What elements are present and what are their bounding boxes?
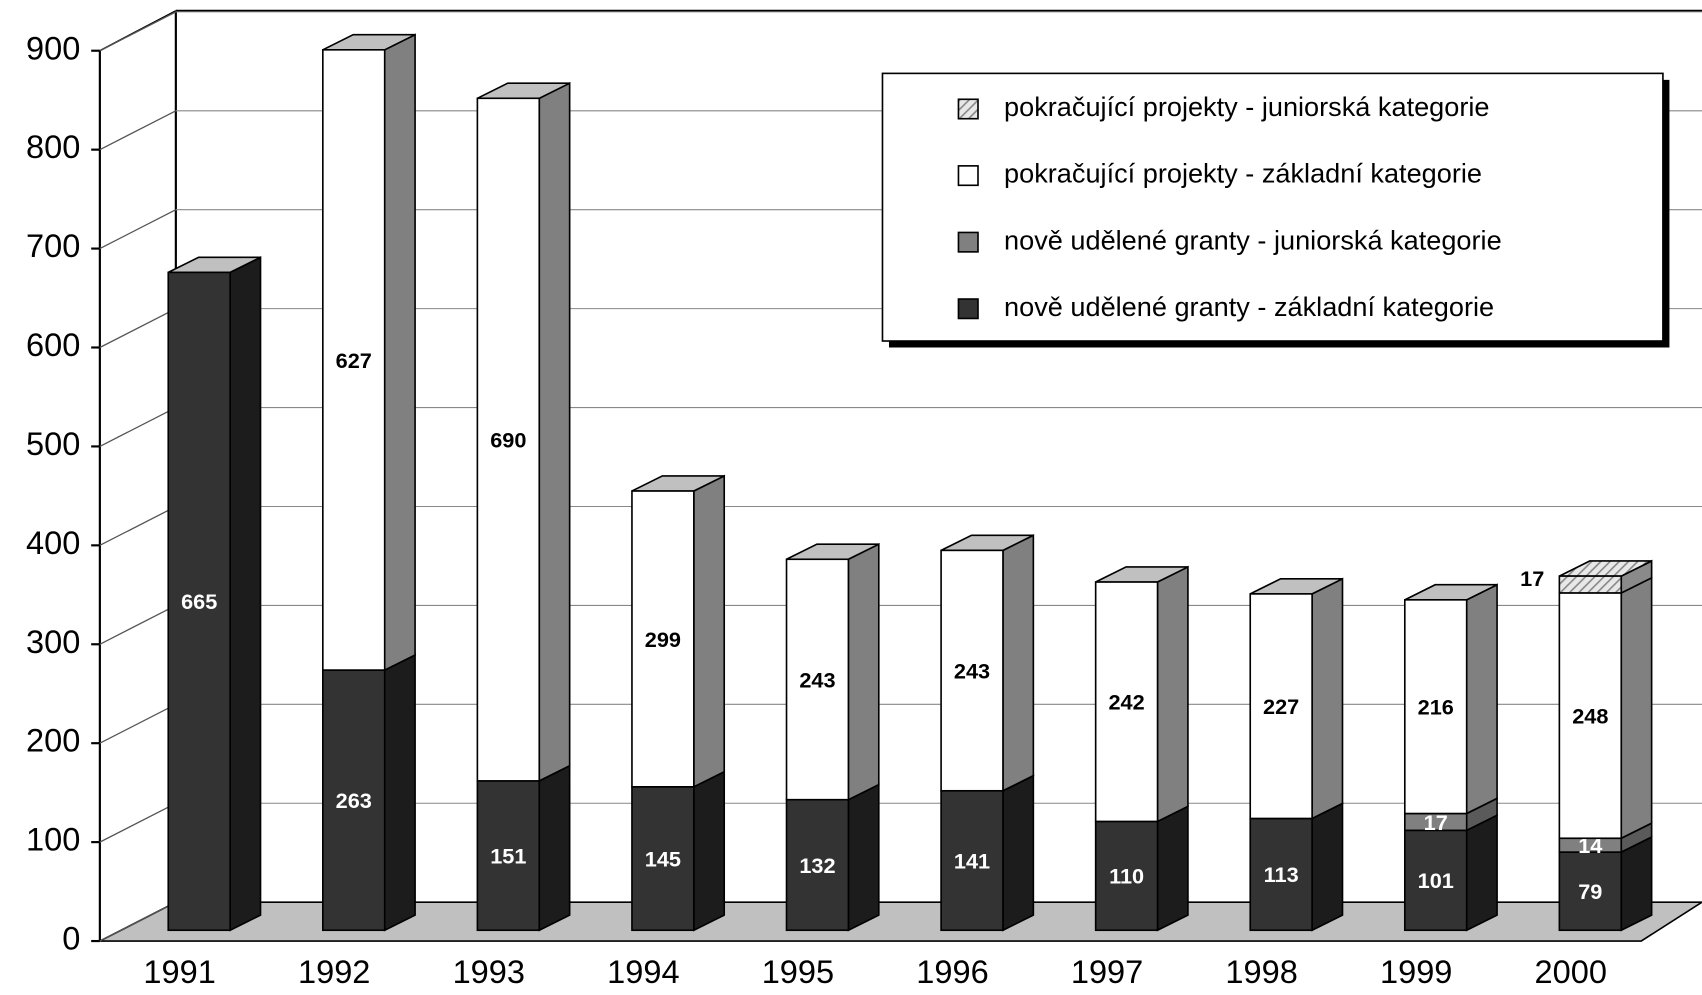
value-label: 243 [954, 658, 990, 683]
y-tick-label: 0 [62, 921, 80, 957]
y-tick-label: 800 [26, 129, 80, 165]
grid-diagonal [99, 703, 177, 744]
y-tick-label: 900 [26, 30, 80, 66]
bar [476, 97, 541, 782]
value-label: 690 [490, 428, 526, 453]
value-label: 17 [1520, 566, 1544, 591]
bar-side [229, 255, 262, 932]
bar [785, 558, 850, 801]
value-label: 151 [490, 843, 526, 868]
grid-diagonal [99, 209, 177, 250]
x-tick-label: 1993 [453, 954, 525, 990]
value-label: 79 [1578, 879, 1602, 904]
legend-swatch [957, 165, 979, 187]
value-label: 263 [336, 788, 372, 813]
value-label: 665 [181, 589, 217, 614]
x-tick-label: 2000 [1535, 954, 1607, 990]
bar-side [383, 33, 416, 672]
bar-side [1311, 802, 1344, 932]
legend-box [881, 72, 1664, 342]
legend-swatch [957, 298, 979, 320]
y-tick-label: 400 [26, 525, 80, 561]
x-tick-label: 1994 [607, 954, 679, 990]
bar [322, 669, 386, 932]
bar-side [1465, 583, 1498, 815]
grid-diagonal [99, 11, 177, 52]
x-tick-label: 1997 [1071, 954, 1143, 990]
bar-side [1156, 565, 1189, 823]
bar [476, 780, 541, 932]
legend-swatch [957, 231, 979, 253]
grid-diagonal [99, 604, 177, 645]
bar [1558, 575, 1623, 594]
y-tick-label: 200 [26, 723, 80, 759]
value-label: 216 [1418, 695, 1454, 720]
legend: nově udělené granty - základní kategorie… [881, 72, 1670, 348]
value-label: 299 [645, 627, 681, 652]
value-label: 243 [799, 667, 835, 692]
value-label: 242 [1108, 690, 1144, 715]
bar [1249, 593, 1313, 820]
bar-side [693, 474, 726, 789]
grid-diagonal [99, 110, 177, 151]
bar-side [847, 783, 880, 932]
bar [631, 490, 695, 788]
bar [1249, 817, 1313, 932]
y-tick-label: 100 [26, 822, 80, 858]
value-label: 627 [336, 348, 372, 373]
value-label: 101 [1418, 868, 1454, 893]
value-label: 227 [1263, 694, 1299, 719]
bar [940, 549, 1004, 792]
grid-diagonal [99, 901, 177, 942]
grid-diagonal [99, 802, 177, 843]
value-label: 141 [954, 848, 990, 873]
x-tick-label: 1991 [143, 954, 215, 990]
bar-side [1002, 774, 1035, 932]
x-tick-label: 1996 [916, 954, 988, 990]
bar [940, 789, 1004, 932]
value-label: 132 [799, 853, 835, 878]
grid-diagonal [99, 505, 177, 546]
legend-label: pokračující projekty - základní kategori… [1004, 159, 1482, 189]
legend-label: nově udělené granty - základní kategorie [1004, 292, 1494, 322]
bar [1094, 581, 1159, 823]
legend-label: pokračující projekty - juniorská kategor… [1004, 92, 1489, 122]
y-tick-label: 600 [26, 327, 80, 363]
bar [322, 49, 386, 671]
legend-label: nově udělené granty - juniorská kategori… [1004, 225, 1502, 255]
bar-side [1156, 805, 1189, 932]
legend-swatch [957, 98, 979, 120]
bar-side [847, 542, 880, 801]
value-label: 113 [1264, 862, 1299, 887]
x-tick-label: 1992 [298, 954, 370, 990]
bar-side [538, 764, 571, 932]
bar-side [1620, 576, 1653, 840]
value-label: 248 [1572, 704, 1608, 729]
bar [631, 785, 695, 932]
bar-side [693, 770, 726, 932]
bar [167, 271, 231, 932]
bar-side [1465, 813, 1498, 932]
bar-side [1311, 577, 1344, 820]
bar-side [383, 653, 416, 932]
y-tick-label: 700 [26, 228, 80, 264]
bar [1094, 820, 1159, 932]
y-tick-label: 500 [26, 426, 80, 462]
value-label: 110 [1109, 864, 1144, 889]
bar-side [1002, 533, 1035, 793]
y-tick-label: 300 [26, 624, 80, 660]
value-label: 145 [645, 846, 681, 871]
bar [1558, 851, 1623, 932]
grid-diagonal [99, 308, 177, 349]
bar [1403, 599, 1468, 815]
grid-diagonal [99, 406, 177, 447]
bar-side [1620, 835, 1653, 932]
x-tick-label: 1999 [1380, 954, 1452, 990]
bar [785, 798, 850, 932]
bar-side [538, 81, 571, 783]
x-tick-label: 1998 [1225, 954, 1297, 990]
x-tick-label: 1995 [762, 954, 834, 990]
